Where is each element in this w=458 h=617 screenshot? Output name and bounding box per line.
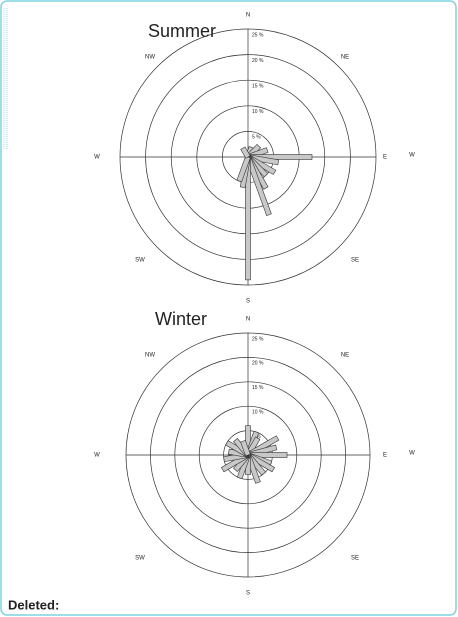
direction-label: SW <box>135 258 145 264</box>
direction-label: SW <box>135 556 145 562</box>
direction-label: NE <box>341 55 349 61</box>
r-tick-label: 25 % <box>252 32 264 38</box>
direction-label: W <box>94 453 100 459</box>
r-tick-label: 20 % <box>252 58 264 64</box>
direction-label: NW <box>145 55 155 61</box>
direction-label: NE <box>341 353 349 359</box>
direction-label: E <box>383 155 387 161</box>
chart-title: Winter <box>155 309 207 329</box>
r-tick-label: 15 % <box>252 84 264 90</box>
footer: Deleted: <box>8 597 59 612</box>
direction-label: W <box>94 155 100 161</box>
direction-label: S <box>246 299 250 305</box>
direction-label: S <box>246 591 250 597</box>
r-tick-label: 25 % <box>252 336 264 342</box>
direction-label: E <box>383 453 387 459</box>
neighbor-label: W <box>409 451 415 457</box>
r-tick-label: 20 % <box>252 361 264 367</box>
r-tick-label: 5 % <box>252 135 261 141</box>
wind-spoke <box>240 146 251 159</box>
r-tick-label: 15 % <box>252 385 264 391</box>
direction-label: N <box>246 13 250 19</box>
chart-title: Summer <box>148 21 216 41</box>
r-tick-label: 10 % <box>252 410 264 416</box>
direction-label: SE <box>351 258 359 264</box>
neighbor-label: W <box>409 153 415 159</box>
direction-label: N <box>246 317 250 323</box>
direction-label: SE <box>351 556 359 562</box>
r-tick-label: 10 % <box>252 109 264 115</box>
direction-label: NW <box>145 353 155 359</box>
wind-spoke <box>240 440 251 457</box>
